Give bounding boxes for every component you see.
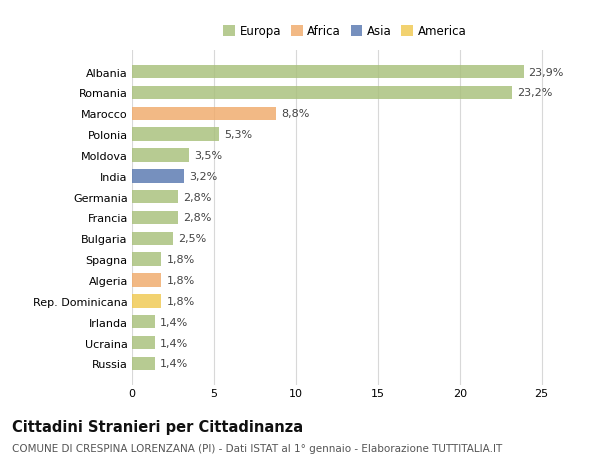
Bar [132,232,173,246]
Text: Cittadini Stranieri per Cittadinanza: Cittadini Stranieri per Cittadinanza [12,419,303,434]
Bar [132,190,178,204]
Text: 2,8%: 2,8% [183,192,211,202]
Text: 1,4%: 1,4% [160,358,188,369]
Text: 3,2%: 3,2% [190,172,218,181]
Text: 1,8%: 1,8% [166,296,194,306]
Text: 23,2%: 23,2% [517,88,553,98]
Text: 23,9%: 23,9% [529,67,564,78]
Bar [132,357,155,370]
Bar [132,253,161,266]
Bar [132,336,155,350]
Text: 5,3%: 5,3% [224,130,252,140]
Bar [132,294,161,308]
Bar [132,211,178,225]
Text: 3,5%: 3,5% [194,151,223,161]
Bar [132,128,219,142]
Bar [132,149,190,162]
Bar [132,66,524,79]
Text: COMUNE DI CRESPINA LORENZANA (PI) - Dati ISTAT al 1° gennaio - Elaborazione TUTT: COMUNE DI CRESPINA LORENZANA (PI) - Dati… [12,443,502,453]
Bar [132,86,512,100]
Bar [132,274,161,287]
Text: 1,4%: 1,4% [160,317,188,327]
Text: 1,8%: 1,8% [166,275,194,285]
Text: 1,4%: 1,4% [160,338,188,348]
Text: 2,5%: 2,5% [178,234,206,244]
Bar [132,107,276,121]
Legend: Europa, Africa, Asia, America: Europa, Africa, Asia, America [221,23,469,40]
Bar [132,170,184,183]
Text: 8,8%: 8,8% [281,109,310,119]
Text: 1,8%: 1,8% [166,255,194,264]
Text: 2,8%: 2,8% [183,213,211,223]
Bar [132,315,155,329]
